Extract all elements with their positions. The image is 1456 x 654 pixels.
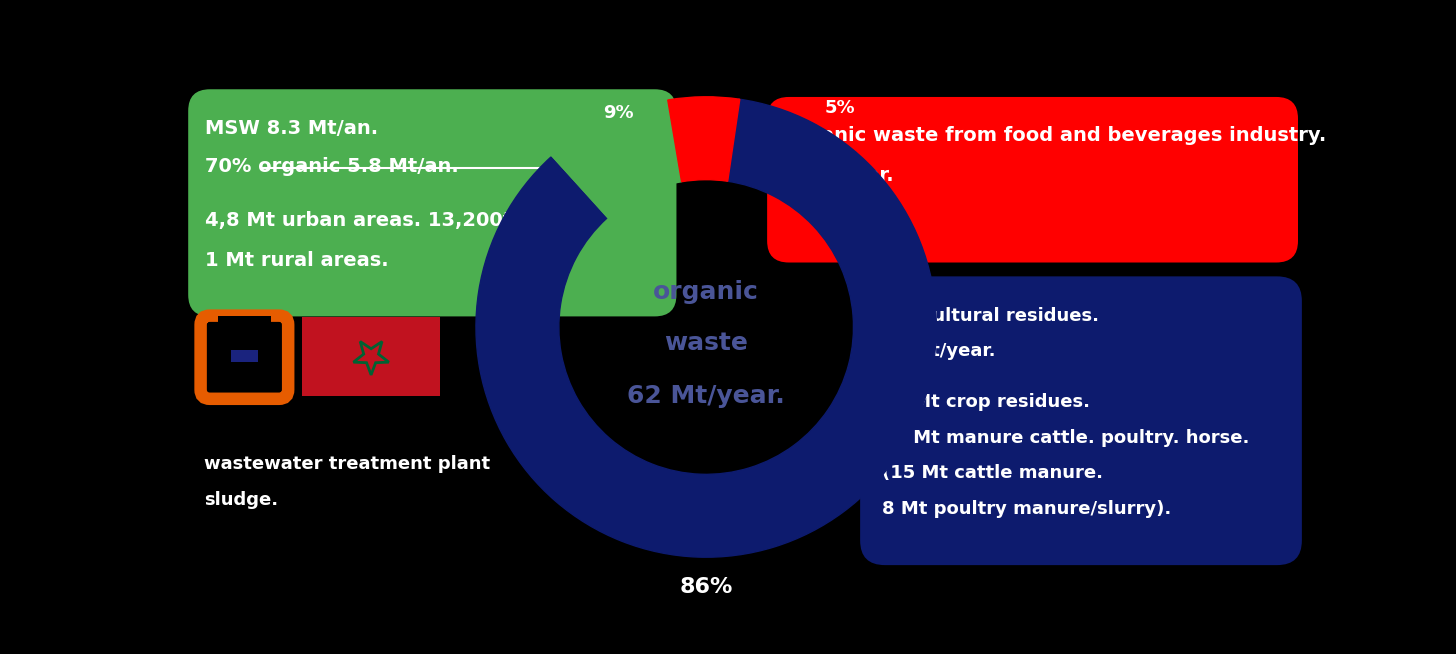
Text: 1 Mt rural areas.: 1 Mt rural areas. — [205, 251, 389, 270]
Text: (15 Mt cattle manure.: (15 Mt cattle manure. — [882, 464, 1102, 482]
Wedge shape — [552, 100, 681, 218]
Text: waste: waste — [664, 331, 748, 355]
Text: 4,8 Mt urban areas. 13,200t/day.: 4,8 Mt urban areas. 13,200t/day. — [205, 211, 565, 230]
Bar — [232, 349, 258, 362]
Text: 9%: 9% — [603, 104, 633, 122]
Text: 19 Mt crop residues.: 19 Mt crop residues. — [882, 394, 1091, 411]
FancyBboxPatch shape — [217, 316, 271, 356]
FancyBboxPatch shape — [767, 97, 1297, 262]
Text: 86%: 86% — [680, 577, 732, 597]
Text: 3 Mt/year.: 3 Mt/year. — [785, 166, 894, 185]
Text: 52 Mt/year.: 52 Mt/year. — [882, 342, 996, 360]
Text: 62 Mt/year.: 62 Mt/year. — [628, 384, 785, 408]
Text: organic waste from food and beverages industry.: organic waste from food and beverages in… — [785, 126, 1326, 145]
Wedge shape — [476, 99, 936, 557]
Text: wastewater treatment plant: wastewater treatment plant — [204, 455, 489, 473]
FancyBboxPatch shape — [188, 89, 677, 317]
Text: 33 Mt manure cattle. poultry. horse.: 33 Mt manure cattle. poultry. horse. — [882, 429, 1249, 447]
Wedge shape — [668, 97, 740, 182]
Text: 70% organic 5.8 Mt/an.: 70% organic 5.8 Mt/an. — [205, 157, 459, 176]
Text: 8 Mt poultry manure/slurry).: 8 Mt poultry manure/slurry). — [882, 500, 1171, 518]
Text: agricultural residues.: agricultural residues. — [882, 307, 1099, 325]
Bar — [303, 317, 440, 396]
Text: organic: organic — [654, 281, 759, 305]
Text: sludge.: sludge. — [204, 491, 278, 509]
Text: MSW 8.3 Mt/an.: MSW 8.3 Mt/an. — [205, 118, 379, 137]
Text: 5%: 5% — [824, 99, 855, 117]
FancyBboxPatch shape — [860, 277, 1302, 565]
